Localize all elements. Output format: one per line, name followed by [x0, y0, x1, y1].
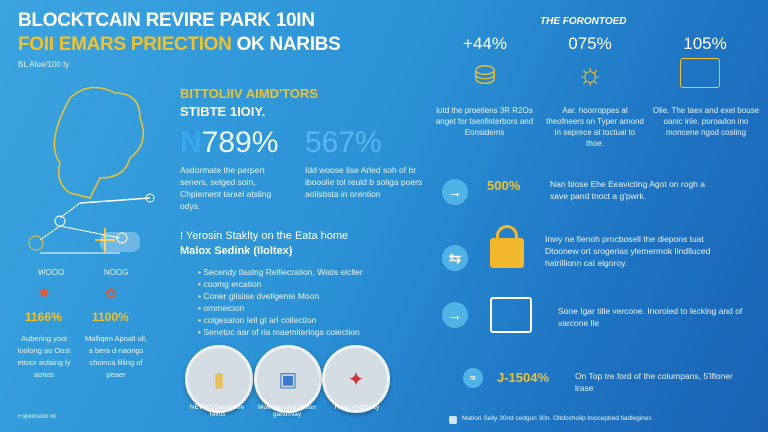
list-item: Secendy tlaslng Relllecration, Watis elc…: [198, 266, 362, 278]
left-desc-2: Malliqen Apoall oll, a bera d-naongs cho…: [84, 334, 148, 379]
lock-icon: [490, 238, 524, 268]
stat-2: 567%: [305, 126, 382, 159]
right-stat-1-desc: lutd the proetlens 3R R2Os anget for tse…: [435, 106, 534, 137]
right-stat-2-desc: Aar. hoorroppes al theofneers on Typer a…: [546, 106, 644, 148]
list-item: Senetoc aar of ria maemiterlogs colectio…: [198, 326, 363, 338]
small-label-1: WOOO: [38, 268, 65, 277]
title-yellow: FOII EMARS PRIECTION: [18, 34, 232, 55]
row-4-desc: On Top tre ford of the columpans, 5'lflo…: [575, 371, 733, 393]
badge-2: ▣: [254, 345, 322, 413]
clock-icon: ☼: [576, 58, 604, 91]
list-item: coomg ercation: [198, 278, 363, 290]
lock-shackle: [496, 225, 518, 243]
arrow-right-icon-2: →: [442, 302, 468, 328]
list-title-1: I Yerosin Staklty on the Eata home: [180, 230, 349, 242]
row-3-desc: Sone Igar tille vercone. Inoroled to lec…: [558, 306, 743, 328]
right-stat-1: +44%: [463, 34, 507, 53]
middle-subheading: STIBTE 1IOIY.: [180, 104, 266, 119]
badge-1: ▮: [185, 345, 253, 413]
right-section-title: THE FORONTOED: [540, 16, 627, 27]
left-stat-1: 1166%: [25, 310, 62, 324]
footnote: Fopentuoto ito: [18, 414, 57, 420]
stat-1-desc: Asdormate the perpert seners, selged soi…: [180, 165, 272, 211]
arrow-right-icon: →: [442, 179, 468, 205]
title-line-2: FOII EMARS PRIECTION OK NARIBS: [18, 34, 341, 56]
certificate-icon: [680, 58, 720, 88]
left-desc-1: Aubering yool loolong ao Oost ettoor aol…: [17, 334, 71, 379]
badge-3: ✦: [322, 345, 390, 413]
middle-heading: BITTOLIIV AIMD'TORS: [180, 86, 318, 101]
brain-network-illustration: [28, 86, 155, 254]
title-line-1: BLOCKTCAIN REVIRE PARK 10IN: [18, 10, 315, 31]
right-stat-3: 105%: [683, 34, 727, 53]
row-1-desc: Nan blose Ehe Eeavicting Agot on rogh a …: [550, 179, 705, 201]
small-label-2: NOOG: [104, 268, 129, 277]
row-1-value: 500%: [487, 178, 521, 193]
feature-list: Secendy tlaslng Relllecration, Watis elc…: [198, 266, 363, 338]
box-icon: ▣: [278, 368, 298, 391]
badge-caption-3: Rean enqSutity: [334, 404, 380, 411]
ribbon-icon: ✦: [347, 368, 365, 391]
badge-caption-1: NEW Ei Suostonre Tellos: [189, 404, 245, 418]
coin-icon: ≈: [463, 368, 483, 388]
flower-icon: ✿: [105, 285, 117, 301]
coins-icon: ⛁: [474, 60, 496, 90]
stat-2-desc: Idd woose lise Arled soh of br ibooolie …: [305, 165, 423, 199]
right-footer: Mation Selly 30nd cedgun 30n. Oltdocholi…: [462, 415, 652, 422]
info-icon: [449, 416, 457, 424]
left-stat-2: 1100%: [92, 310, 129, 324]
title-white: OK NARIBS: [236, 34, 341, 55]
badge-caption-2: Moevise sast oboon ganomlay: [258, 404, 316, 418]
handshake-icon: ⇆: [442, 245, 468, 271]
right-stat-2: 075%: [568, 34, 612, 53]
list-item: Coner glisiise dvellgente Moon: [198, 290, 363, 302]
fish-icon: ✸: [38, 285, 50, 301]
document-icon: [490, 297, 532, 333]
list-title-2: Malox Sedink (Iloltex): [180, 245, 293, 257]
package-icon: ▮: [213, 368, 225, 391]
stat-1: N789%: [180, 126, 279, 159]
right-stat-3-desc: Olie. The taex and exel bouse oanic irii…: [652, 106, 760, 137]
subtitle: BL Alue/100 ty: [18, 60, 70, 69]
row-4-value: J-1504%: [497, 370, 550, 385]
cloud-icon: [100, 232, 140, 252]
row-2-desc: Inwy ne fienoh procbosell the diepons tu…: [545, 234, 711, 268]
list-item: ommeicion: [198, 302, 363, 314]
list-item: colgesaton lell gt arl collection: [198, 314, 363, 326]
